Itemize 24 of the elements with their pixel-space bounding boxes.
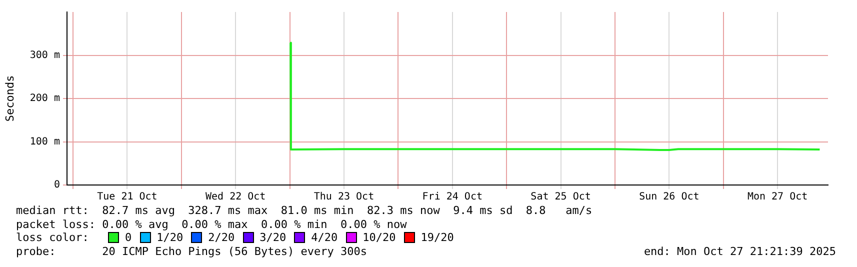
legend-label: 1/20	[156, 231, 184, 244]
x-tick-label: Wed 22 Oct	[206, 192, 266, 203]
legend-label: 2/20	[208, 231, 235, 244]
legend-title: loss color:	[16, 231, 90, 244]
text: median rtt: 82.7 ms avg 328.7 ms max 81.0 ms min 82.3 ms now 9.4 ms sd 8.8 am/s	[16, 204, 594, 218]
x-tick-label: Thu 23 Oct	[314, 192, 374, 203]
y-tick-label: 200 m	[30, 93, 60, 104]
y-tick-label: 0	[54, 180, 60, 191]
legend-label: 0	[125, 231, 132, 244]
text: end: Mon Oct 27 21:21:39 2025	[644, 244, 836, 258]
legend-label: 19/20	[420, 231, 454, 244]
legend-label: 3/20	[260, 231, 286, 244]
x-tick-label: Tue 21 Oct	[97, 192, 158, 203]
text: probe: 20 ICMP Echo Pings (56 Bytes) every 300s	[16, 244, 367, 258]
x-tick-label: Sun 26 Oct	[639, 192, 700, 203]
x-tick-label: Fri 24 Oct	[422, 192, 482, 203]
legend-label: 4/20	[311, 231, 338, 244]
legend-label: 10/20	[362, 231, 396, 244]
x-tick-label: Sat 25 Oct	[530, 192, 591, 203]
x-tick-label: Mon 27 Oct	[747, 192, 808, 203]
text: packet loss: 0.00 % avg 0.00 % max 0.00 % min 0.00 % now	[16, 218, 408, 231]
y-tick-label: 300 m	[30, 50, 60, 61]
y-axis-title: Seconds	[3, 75, 16, 122]
y-tick-label: 100 m	[30, 136, 60, 148]
